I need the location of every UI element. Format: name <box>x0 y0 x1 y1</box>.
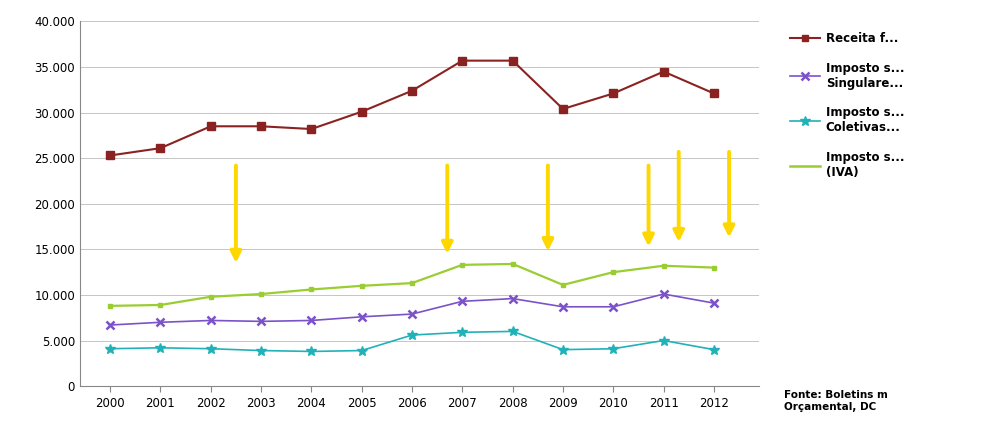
Text: Fonte: Boletins m
Orçamental, DC: Fonte: Boletins m Orçamental, DC <box>784 390 888 412</box>
Legend: Receita f..., Imposto s...
Singulare..., Imposto s...
Coletivas..., Imposto s...: Receita f..., Imposto s... Singulare...,… <box>785 27 909 183</box>
